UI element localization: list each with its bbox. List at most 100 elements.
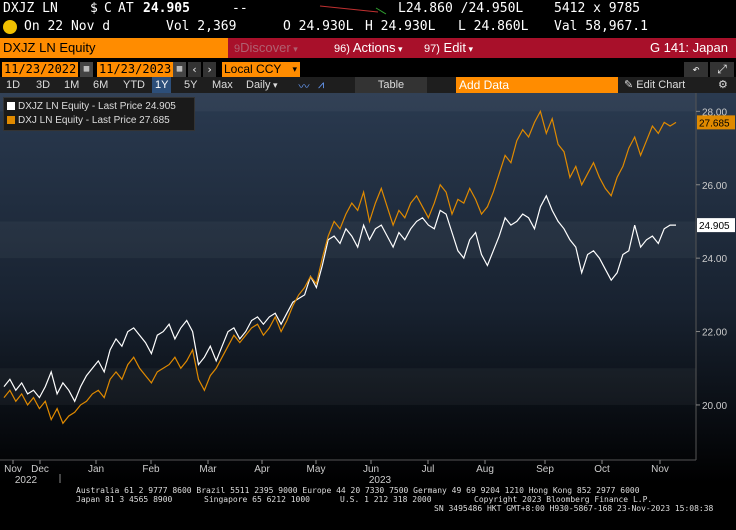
edit-chart-button[interactable]: ✎ Edit Chart bbox=[624, 77, 685, 93]
actions-label: Actions bbox=[352, 40, 396, 55]
open-price: O 24.930L bbox=[283, 19, 354, 34]
x-tick-label: Feb bbox=[142, 464, 160, 475]
footer-singapore: Singapore 65 6212 1000 bbox=[204, 495, 310, 504]
undo-icon[interactable]: ↶ bbox=[684, 62, 708, 77]
x-tick-label: Jul bbox=[422, 464, 435, 475]
low-price: L 24.860L bbox=[458, 19, 529, 34]
grid-band bbox=[0, 368, 696, 405]
footer-contacts: Australia 61 2 9777 8600 Brazil 5511 239… bbox=[76, 486, 640, 495]
legend-label-dxjz: DXJZ LN Equity - Last Price 24.905 bbox=[18, 101, 176, 112]
currency-value: Local CCY bbox=[224, 62, 282, 76]
chart-legend[interactable]: DXJZ LN Equity - Last Price 24.905 DXJ L… bbox=[3, 97, 195, 131]
volume: Vol 2,369 bbox=[166, 19, 237, 34]
period-3d[interactable]: 3D bbox=[36, 79, 51, 91]
series-line-dxj bbox=[3, 109, 677, 425]
last-price-tag-bg bbox=[697, 115, 735, 130]
x-tick-label: Nov bbox=[4, 464, 22, 475]
settings-gear-icon[interactable]: ⚙ bbox=[718, 79, 728, 91]
expand-icon[interactable]: ⤢ bbox=[710, 62, 734, 77]
discover-num: 9 bbox=[234, 43, 241, 55]
start-date-input[interactable]: 11/23/2022 bbox=[2, 62, 78, 77]
prev-period-icon[interactable]: ‹ bbox=[188, 62, 201, 77]
value-traded: Val 58,967.1 bbox=[554, 19, 648, 34]
x-tick-label: Jan bbox=[88, 464, 104, 475]
graph-title: G 141: Japan bbox=[649, 40, 728, 55]
period-6m[interactable]: 6M bbox=[93, 79, 109, 91]
footer-japan: Japan 81 3 4565 8900 bbox=[76, 495, 173, 504]
last-price-tag: 27.685 bbox=[699, 118, 730, 129]
footer-copyright: Copyright 2023 Bloomberg Finance L.P. bbox=[474, 495, 653, 504]
edit-chart-icon: ✎ bbox=[624, 79, 634, 91]
ticker: DXJZ LN bbox=[3, 1, 58, 16]
last-price: 24.905 bbox=[143, 1, 190, 16]
bid-ask: L24.860 /24.950L bbox=[398, 1, 524, 16]
y-tick-label: 22.00 bbox=[702, 328, 727, 339]
x-year-label: 2022 bbox=[15, 475, 38, 483]
footer: Australia 61 2 9777 8600 Brazil 5511 239… bbox=[0, 484, 736, 530]
start-calendar-icon[interactable]: ▦ bbox=[80, 62, 93, 77]
table-button[interactable]: Table bbox=[355, 77, 427, 93]
x-tick-label: Dec bbox=[31, 464, 49, 475]
footer-session: SN 3495486 HKT GMT+8:00 H930-5867-168 23… bbox=[434, 504, 714, 513]
edit-menu[interactable]: 97) Edit ▾ bbox=[424, 40, 473, 55]
x-tick-label: Apr bbox=[254, 464, 270, 475]
legend-item-dxj[interactable]: DXJ LN Equity - Last Price 27.685 bbox=[7, 115, 170, 126]
change: -- bbox=[232, 1, 248, 16]
series-line-dxjz bbox=[3, 194, 676, 403]
c-label: C bbox=[104, 1, 112, 16]
quote-line: DXJZ LN $ C AT 24.905 -- L24.860 /24.950… bbox=[0, 0, 736, 18]
y-tick-label: 24.00 bbox=[702, 254, 727, 265]
bid-ask-size: 5412 x 9785 bbox=[554, 1, 641, 16]
legend-swatch-dxjz bbox=[7, 102, 15, 111]
currency-select[interactable]: Local CCY ▾ bbox=[222, 62, 300, 77]
y-tick-label: 28.00 bbox=[702, 107, 727, 118]
edit-label: Edit bbox=[443, 40, 466, 55]
period-ytd[interactable]: YTD bbox=[123, 79, 145, 91]
legend-item-dxjz[interactable]: DXJZ LN Equity - Last Price 24.905 bbox=[7, 101, 176, 112]
x-year-label: 2023 bbox=[369, 475, 392, 483]
period-1m[interactable]: 1M bbox=[64, 79, 80, 91]
end-date-input[interactable]: 11/23/2023 bbox=[97, 62, 173, 77]
stats-line: On 22 Nov d Vol 2,369 O 24.930L H 24.930… bbox=[0, 18, 736, 36]
frequency-select[interactable]: Daily ▾ bbox=[246, 79, 278, 91]
last-price-tag: 24.905 bbox=[699, 221, 730, 232]
period-5y[interactable]: 5Y bbox=[184, 79, 198, 91]
footer-us: U.S. 1 212 318 2000 bbox=[340, 495, 432, 504]
legend-swatch-dxj bbox=[7, 116, 15, 125]
last-price-tag-bg bbox=[697, 218, 735, 233]
x-tick-label: May bbox=[307, 464, 326, 475]
discover-label: Discover bbox=[240, 40, 291, 55]
y-tick-label: 26.00 bbox=[702, 181, 727, 192]
actions-menu[interactable]: 96) Actions ▾ bbox=[334, 40, 403, 55]
x-tick-label: Sep bbox=[536, 464, 554, 475]
x-tick-label: Oct bbox=[594, 464, 610, 475]
sparkline-icon bbox=[319, 5, 387, 15]
x-tick-label: Nov bbox=[651, 464, 669, 475]
security-field[interactable]: DXJZ LN Equity bbox=[0, 38, 228, 58]
end-calendar-icon[interactable]: ▦ bbox=[173, 62, 186, 77]
currency-mark: $ bbox=[90, 1, 98, 16]
as-of-date: On 22 Nov d bbox=[24, 19, 111, 34]
x-tick-label: Aug bbox=[476, 464, 494, 475]
x-tick-label: Mar bbox=[199, 464, 217, 475]
period-1d[interactable]: 1D bbox=[6, 79, 21, 91]
next-period-icon[interactable]: › bbox=[203, 62, 216, 77]
period-1y[interactable]: 1Y bbox=[152, 77, 172, 93]
edit-chart-label: Edit Chart bbox=[636, 79, 686, 91]
line-chart-icon[interactable]: 〰 bbox=[298, 80, 310, 93]
chart-style-icon[interactable]: ⩘ bbox=[318, 79, 325, 91]
high-price: H 24.930L bbox=[365, 19, 436, 34]
x-tick-label: Jun bbox=[363, 464, 379, 475]
period-max[interactable]: Max bbox=[212, 79, 233, 91]
discover-menu[interactable]: 9Discover ▾ bbox=[234, 40, 298, 55]
y-tick-label: 20.00 bbox=[702, 401, 727, 412]
alert-icon[interactable] bbox=[3, 20, 17, 34]
at-label: AT bbox=[118, 1, 134, 16]
edit-num: 97) bbox=[424, 43, 440, 55]
legend-label-dxj: DXJ LN Equity - Last Price 27.685 bbox=[18, 115, 170, 126]
plot-background bbox=[0, 93, 736, 483]
add-data-input[interactable]: Add Data bbox=[456, 77, 618, 93]
grid-band bbox=[0, 221, 696, 259]
price-chart[interactable]: 28.00 26.00 24.00 22.00 20.00 Nov Dec Jan Feb Mar… bbox=[0, 93, 736, 483]
frequency-value: Daily bbox=[246, 79, 271, 91]
